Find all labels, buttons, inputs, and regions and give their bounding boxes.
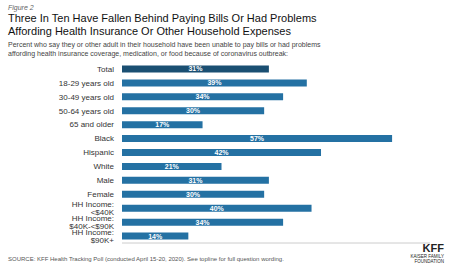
svg-text:White: White [94, 162, 115, 171]
svg-text:30%: 30% [186, 191, 201, 198]
svg-text:Hispanic: Hispanic [83, 148, 114, 157]
svg-text:HH Income:$90K+: HH Income:$90K+ [72, 228, 115, 245]
svg-text:Black: Black [94, 134, 115, 143]
svg-text:50-64 years old: 50-64 years old [59, 107, 114, 116]
svg-text:Total: Total [97, 65, 114, 74]
svg-text:18-29 years old: 18-29 years old [59, 79, 114, 88]
svg-text:30-49 years old: 30-49 years old [59, 93, 114, 102]
svg-text:21%: 21% [165, 163, 180, 170]
svg-text:Male: Male [97, 176, 115, 185]
svg-text:40%: 40% [210, 205, 225, 212]
svg-text:Female: Female [87, 190, 114, 199]
svg-text:42%: 42% [214, 149, 229, 156]
svg-text:39%: 39% [207, 79, 222, 86]
svg-text:17%: 17% [155, 121, 170, 128]
svg-text:30%: 30% [186, 107, 201, 114]
svg-text:14%: 14% [148, 233, 163, 240]
svg-text:34%: 34% [196, 93, 211, 100]
svg-text:65 and older: 65 and older [70, 120, 115, 129]
svg-text:57%: 57% [250, 135, 265, 142]
svg-text:34%: 34% [196, 219, 211, 226]
svg-text:31%: 31% [188, 65, 203, 72]
svg-text:31%: 31% [188, 177, 203, 184]
